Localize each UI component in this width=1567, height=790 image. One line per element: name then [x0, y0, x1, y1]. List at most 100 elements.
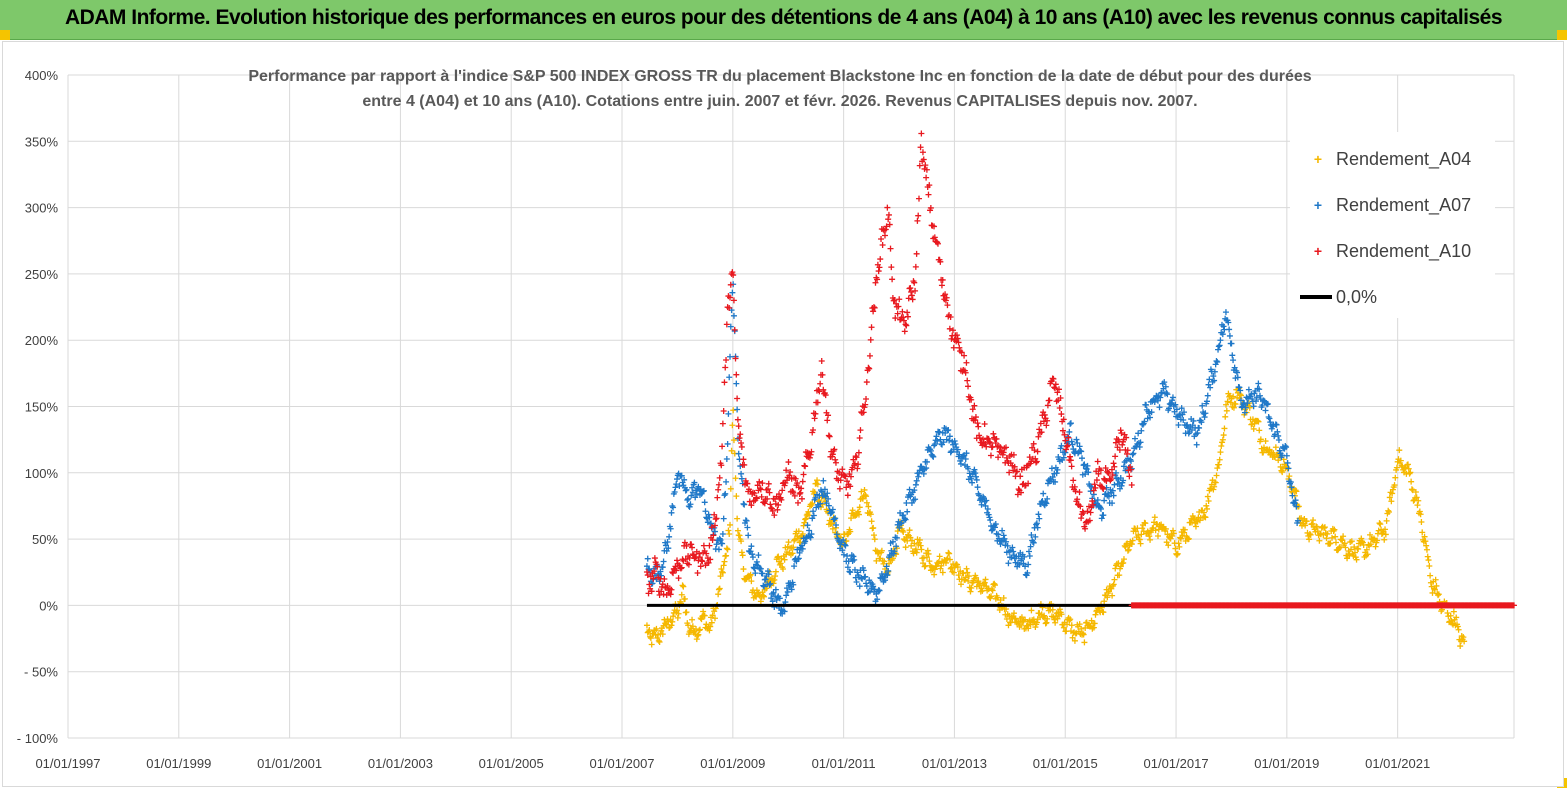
data-point-a10	[837, 477, 844, 484]
data-point-a10	[789, 488, 796, 495]
data-point-a07	[946, 433, 953, 440]
data-point-a10	[1089, 498, 1096, 505]
data-point-a04	[1052, 619, 1059, 626]
data-point-a10	[1086, 517, 1093, 524]
data-point-a07	[983, 497, 990, 504]
data-point-a04	[1321, 524, 1328, 531]
data-point-a04	[777, 560, 784, 567]
data-point-a07	[1074, 440, 1081, 447]
data-point-a10	[905, 295, 912, 302]
data-point-a07	[1274, 428, 1281, 435]
data-point-a04	[913, 549, 920, 556]
data-point-a07	[1118, 482, 1125, 489]
data-point-a10	[887, 245, 894, 252]
data-point-a07	[1244, 400, 1251, 407]
data-point-a04	[1079, 630, 1086, 637]
data-point-a04	[1348, 546, 1355, 553]
data-point-a07	[824, 490, 831, 497]
legend-item-zero: 0,0%	[1300, 282, 1377, 312]
data-point-a04	[1091, 620, 1098, 627]
data-point-a07	[1143, 401, 1150, 408]
data-point-a04	[1330, 527, 1337, 534]
data-point-a10	[820, 386, 827, 393]
data-point-a07	[729, 289, 736, 296]
data-point-a04	[1204, 493, 1211, 500]
data-point-a10	[939, 276, 946, 283]
data-point-a10	[783, 467, 790, 474]
data-point-a07	[676, 483, 683, 490]
data-point-a07	[1237, 387, 1244, 394]
data-point-a07	[745, 532, 752, 539]
data-point-a10	[1077, 503, 1084, 510]
grid	[67, 74, 1515, 739]
data-point-a10	[926, 182, 933, 189]
data-point-a04	[1383, 517, 1390, 524]
data-point-a04	[1176, 543, 1183, 550]
data-point-a04	[863, 499, 870, 506]
data-point-a10	[892, 315, 899, 322]
data-point-a07	[660, 558, 667, 565]
data-point-a04	[1044, 615, 1051, 622]
data-point-a04	[1407, 469, 1414, 476]
data-point-a07	[893, 534, 900, 541]
data-point-a04	[925, 550, 932, 557]
data-point-a04	[899, 527, 906, 534]
data-point-a04	[748, 578, 755, 585]
data-point-a07	[1039, 497, 1046, 504]
data-point-a04	[674, 607, 681, 614]
data-point-a07	[701, 499, 708, 506]
data-point-a04	[861, 486, 868, 493]
data-point-a04	[1049, 606, 1056, 613]
data-point-a07	[678, 472, 685, 479]
data-point-a04	[1423, 542, 1430, 549]
data-point-a07	[750, 564, 757, 571]
data-point-a10	[806, 454, 813, 461]
data-point-a04	[724, 546, 731, 553]
data-point-a07	[817, 500, 824, 507]
data-point-a10	[730, 297, 737, 304]
data-point-a07	[788, 586, 795, 593]
data-point-a10	[1123, 450, 1130, 457]
data-point-a07	[765, 571, 772, 578]
data-point-a10	[669, 569, 676, 576]
data-point-a04	[973, 574, 980, 581]
data-point-a07	[1293, 503, 1300, 510]
data-point-a04	[1374, 537, 1381, 544]
data-point-a04	[1217, 449, 1224, 456]
data-point-a04	[982, 576, 989, 583]
data-point-a04	[1216, 456, 1223, 463]
data-point-a10	[1002, 444, 1009, 451]
data-point-a04	[1302, 522, 1309, 529]
data-point-a07	[752, 570, 759, 577]
data-point-a04	[1417, 511, 1424, 518]
data-point-a07	[913, 477, 920, 484]
data-point-a07	[902, 516, 909, 523]
data-point-a07	[1169, 397, 1176, 404]
data-point-a07	[1004, 542, 1011, 549]
data-point-a10	[736, 435, 743, 442]
data-point-a04	[775, 553, 782, 560]
data-point-a10	[872, 279, 879, 286]
data-point-a04	[1227, 399, 1234, 406]
data-point-a07	[1016, 561, 1023, 568]
data-point-a07	[741, 501, 748, 508]
data-point-a10	[644, 572, 651, 579]
data-point-a07	[1120, 477, 1127, 484]
data-point-a04	[1120, 559, 1127, 566]
data-point-a10	[1006, 469, 1013, 476]
data-point-a10	[855, 449, 862, 456]
data-point-a04	[774, 554, 781, 561]
data-point-a10	[799, 478, 806, 485]
data-point-a07	[1130, 450, 1137, 457]
data-point-a07	[937, 436, 944, 443]
legend-item-a04: + Rendement_A04	[1300, 144, 1471, 174]
data-point-a07	[681, 476, 688, 483]
data-point-a10	[1094, 458, 1101, 465]
data-point-a07	[1076, 443, 1083, 450]
x-tick-label: 01/01/1999	[146, 756, 211, 771]
data-point-a04	[945, 549, 952, 556]
data-point-a07	[1000, 532, 1007, 539]
data-point-a07	[931, 442, 938, 449]
data-point-a07	[1196, 424, 1203, 431]
data-point-a04	[655, 637, 662, 644]
